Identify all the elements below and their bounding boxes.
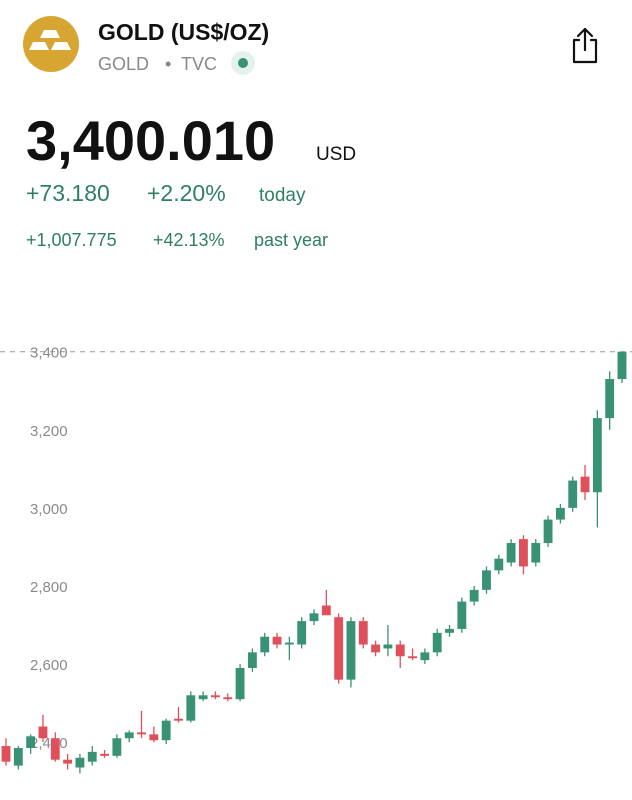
candle-body: [235, 667, 245, 700]
candle-body: [284, 642, 294, 645]
year-period: past year: [254, 230, 328, 250]
status-dot: [238, 58, 248, 68]
share-arrow: [576, 27, 594, 52]
candle-body: [38, 726, 48, 739]
asset-title: GOLD (US$/OZ): [98, 19, 269, 45]
candle-body: [371, 644, 381, 653]
candle-body: [63, 759, 73, 764]
candle-body: [469, 589, 479, 602]
candle-body: [26, 736, 36, 749]
year-change: +1,007.775: [26, 230, 117, 250]
candle-body: [592, 418, 602, 493]
candle-body: [198, 695, 208, 700]
candle-body: [211, 695, 220, 698]
candle-body: [580, 476, 590, 493]
candle-body: [13, 748, 23, 766]
candle-body: [482, 570, 491, 590]
candle-body: [555, 507, 565, 520]
candle-body: [420, 652, 430, 661]
candle-body: [1, 746, 11, 762]
separator: •: [165, 54, 171, 74]
year-change-pct: +42.13%: [153, 230, 225, 250]
y-tick-label: 2,400: [30, 735, 68, 752]
icon-bars: [29, 30, 71, 50]
y-tick-label: 3,200: [30, 423, 68, 440]
asset-icon: [23, 16, 79, 72]
change-pct: +2.20%: [147, 180, 226, 206]
candle-body: [100, 753, 109, 756]
candle-body: [321, 605, 331, 616]
candle-body: [334, 617, 344, 680]
share-button[interactable]: [572, 27, 598, 64]
candle-body: [75, 757, 85, 768]
share-box: [572, 38, 598, 64]
candle-body: [186, 695, 196, 721]
change: +73.180: [26, 180, 110, 206]
y-tick-label: 2,600: [30, 657, 68, 674]
candle-body: [87, 751, 97, 762]
candle-body: [50, 738, 60, 760]
candle-body: [445, 628, 454, 633]
candle-body: [568, 480, 578, 508]
candle-body: [617, 351, 627, 380]
candle-body: [457, 601, 467, 629]
candle-body: [506, 543, 516, 563]
asset-symbol: GOLD: [98, 54, 149, 74]
candle-body: [408, 656, 417, 659]
candle-body: [137, 732, 146, 735]
candle-body: [112, 738, 122, 756]
candle-body: [395, 644, 405, 657]
candle-body: [260, 636, 270, 653]
y-tick-label: 3,000: [30, 501, 68, 518]
y-tick-label: 3,400: [30, 345, 68, 362]
exchange: TVC: [181, 54, 217, 74]
candle-body: [519, 539, 528, 567]
candle-body: [223, 697, 233, 700]
candle-body: [309, 613, 319, 622]
candle-body: [272, 636, 282, 645]
currency: USD: [316, 144, 356, 165]
icon-circle: [23, 16, 79, 72]
candle-body: [149, 734, 159, 741]
candle-body: [124, 732, 134, 739]
candle-body: [383, 644, 393, 649]
candle-body: [346, 621, 356, 680]
candle-body: [174, 718, 183, 721]
candle-body: [605, 379, 615, 419]
candle-body: [531, 543, 541, 563]
candle-body: [297, 621, 307, 645]
y-tick-label: 2,800: [30, 579, 68, 596]
candle-body: [247, 652, 257, 668]
change-period: today: [259, 185, 306, 206]
candle-body: [358, 621, 368, 645]
chart: 3,400 3,200 3,000 2,800 2,600 2,400: [0, 345, 632, 774]
candle-body: [494, 558, 504, 571]
candle-body: [432, 632, 442, 653]
price: 3,400.010: [26, 109, 275, 172]
candle-body: [161, 720, 171, 741]
candle-body: [543, 519, 553, 544]
